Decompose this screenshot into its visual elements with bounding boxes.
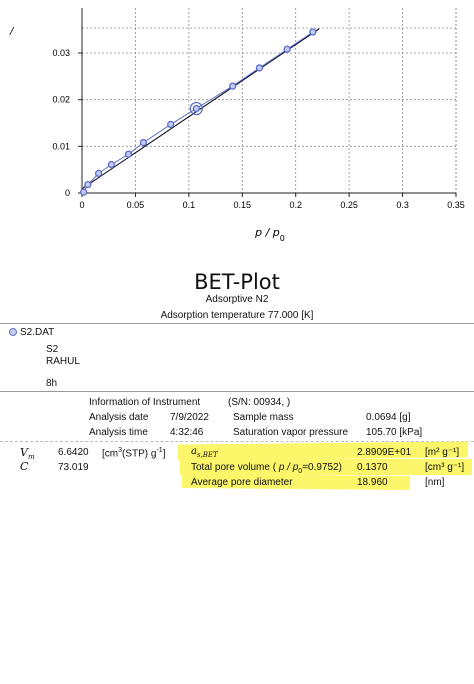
analysis-time-label: Analysis time [89, 427, 148, 438]
total-pore-volume-label: Total pore volume ( p / p0=0.9752) [191, 462, 342, 475]
x-tick-label: 0.2 [289, 200, 302, 210]
y-tick-label: 0.02 [52, 95, 70, 105]
average-pore-diameter-value: 18.960 [357, 477, 388, 488]
file-name: S2.DAT [20, 327, 55, 338]
adsorptive-line: Adsorptive N2 [205, 294, 269, 305]
analysis-date-value: 7/9/2022 [170, 412, 209, 423]
data-point [255, 64, 264, 72]
x-axis-label-subscript: 0 [280, 234, 285, 243]
instrument-label: Information of Instrument [89, 397, 201, 408]
data-point [167, 120, 175, 129]
c-symbol: C [20, 460, 29, 473]
bet-fit-line [81, 28, 320, 190]
selected-point-ring [189, 101, 203, 116]
tick-labels-group: 0 0.05 0.1 0.15 0.2 0.25 0.3 0.35 0 0.01 0.02 0.03 [52, 48, 464, 210]
data-point [84, 180, 92, 189]
as-bet-symbol: as,BET [191, 446, 218, 459]
x-tick-label: 0.25 [340, 200, 358, 210]
sample-note: 8h [46, 378, 58, 389]
y-axis-label-fragment: / [9, 26, 15, 37]
data-point [309, 28, 317, 36]
fit-line-group [81, 28, 320, 193]
y-tick-label: 0 [65, 188, 70, 198]
x-tick-label: 0.15 [234, 200, 252, 210]
divider-middle [0, 391, 474, 392]
highlight-pore-volume [180, 459, 472, 475]
data-point [283, 45, 291, 53]
divider-top [0, 323, 474, 324]
as-bet-value: 2.8909E+01 [357, 447, 412, 458]
saturation-vapor-pressure-label: Saturation vapor pressure [233, 427, 349, 438]
x-tick-label: 0.3 [396, 200, 409, 210]
y-tick-label: 0.03 [52, 48, 70, 58]
total-pore-volume-value: 0.1370 [357, 462, 388, 473]
x-axis-label: p / p0 [254, 226, 285, 243]
x-tick-label: 0.1 [183, 200, 196, 210]
x-tick-label: 0 [79, 200, 84, 210]
data-point [94, 169, 103, 178]
data-point [229, 82, 237, 90]
series-marker-icon [9, 328, 17, 336]
report-title: BET-Plot [194, 270, 280, 294]
sample-mass-value: 0.0694 [g] [366, 412, 411, 423]
adsorption-temperature-line: Adsorption temperature 77.000 [K] [160, 310, 314, 321]
x-tick-label: 0.05 [127, 200, 145, 210]
average-pore-diameter-label: Average pore diameter [191, 477, 293, 488]
sample-mass-label: Sample mass [233, 412, 294, 423]
analysis-time-value: 4:32:46 [170, 427, 204, 438]
instrument-serial: (S/N: 00934, ) [228, 397, 291, 408]
saturation-vapor-pressure-value: 105.70 [kPa] [366, 427, 423, 438]
data-point [107, 160, 116, 169]
data-point [139, 138, 148, 147]
vm-symbol: Vm [20, 446, 35, 462]
total-pore-volume-unit: [cm³ g⁻¹] [425, 462, 465, 473]
average-pore-diameter-unit: [nm] [425, 477, 445, 488]
x-tick-label: 0.35 [447, 200, 465, 210]
data-point [79, 188, 88, 196]
divider-results [0, 441, 474, 442]
data-point [192, 104, 200, 113]
as-bet-unit: [m² g⁻¹] [425, 447, 460, 458]
y-tick-label: 0.01 [52, 141, 70, 151]
operator-name: RAHUL [46, 356, 80, 367]
plot-grid [82, 8, 457, 193]
data-point [124, 150, 133, 158]
sample-name: S2 [46, 344, 59, 355]
vm-unit: [cm3(STP) g-1] [102, 447, 166, 460]
vm-value: 6.6420 [58, 447, 89, 458]
bet-scatter-plot: 0 0.05 0.1 0.15 0.2 0.25 0.3 0.3500.010.020.03 … [9, 8, 465, 243]
c-value: 73.019 [58, 462, 89, 473]
plot-axes [78, 8, 457, 197]
analysis-date-label: Analysis date [89, 412, 149, 423]
data-points-group [79, 28, 317, 196]
